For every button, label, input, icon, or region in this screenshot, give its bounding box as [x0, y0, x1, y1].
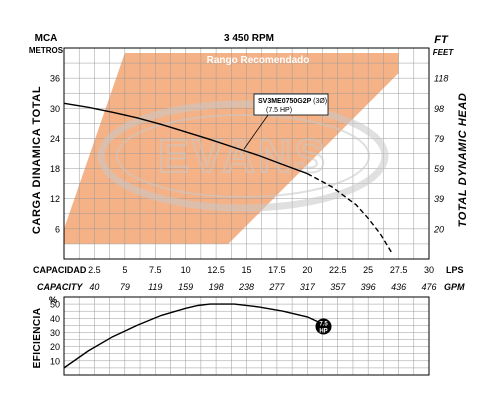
eff-tick-label: 10 [50, 356, 60, 366]
lps-tick-label: 27.5 [390, 265, 408, 275]
logo-letters: EVANS [158, 130, 328, 182]
gpm-tick-label: 119 [148, 282, 162, 292]
model-label: SV3ME0750G2P (3Ø) [258, 98, 327, 105]
model-hp: (7.5 HP) [266, 107, 292, 114]
head-left-tick-labels: 6 12 18 24 30 36 [50, 74, 60, 235]
head-curve-dashed [306, 172, 394, 255]
model-callout-box [253, 93, 329, 116]
rpm-label: 3 450 RPM [224, 33, 274, 44]
recommended-range-label: Rango Recomendado [207, 55, 310, 66]
efficiency-axis-title: EFICIENCIA [32, 308, 43, 369]
capacity-gpm-label: CAPACITY [37, 282, 83, 292]
lps-tick-label: 10 [181, 265, 191, 275]
gpm-tick-label: 436 [391, 282, 406, 292]
lps-tick-label: 17.5 [268, 265, 286, 275]
right-unit-bottom: FEET [433, 48, 455, 57]
efficiency-chart-grid [64, 297, 429, 375]
y-right-tick-label: 79 [434, 134, 444, 144]
y-right-tick-label: 39 [434, 194, 444, 204]
eff-tick-label: 30 [50, 328, 60, 338]
efficiency-curve [64, 303, 320, 369]
logo-inner-ring [116, 114, 370, 198]
model-callout-pointer [243, 114, 269, 150]
left-unit-bottom: METROS [29, 46, 64, 55]
lps-tick-label: 30 [424, 265, 434, 275]
lps-tick-label: 7.5 [149, 265, 162, 275]
y-left-tick-label: 24 [50, 134, 60, 144]
gpm-tick-label: 357 [330, 282, 346, 292]
gpm-tick-label: 396 [361, 282, 376, 292]
gpm-tick-label: 277 [268, 282, 285, 292]
gpm-tick-label: 317 [300, 282, 316, 292]
eff-tick-label: 50 [50, 300, 60, 310]
model-code: SV3ME0750G2P [258, 98, 312, 105]
head-chart: SV3ME0750G2P EVANS Rango Recomendado SV3… [50, 47, 448, 260]
lps-tick-label: 22.5 [329, 265, 347, 275]
y-left-tick-label: 36 [50, 74, 60, 84]
y-left-tick-label: 30 [50, 104, 60, 114]
hp-marker-circle [315, 318, 332, 335]
lps-tick-label: 15 [241, 265, 251, 275]
capacity-gpm-unit: GPM [444, 282, 465, 292]
lps-tick-label: 5 [122, 265, 127, 275]
capacity-lps-unit: LPS [446, 265, 464, 275]
lps-tick-labels: 2.5 5 7.5 10 12.5 15 17.5 20 22.5 25 27.5 30 [88, 265, 434, 275]
lps-tick-label: 2.5 [88, 265, 101, 275]
efficiency-hp-marker: 7.5 HP [315, 318, 332, 335]
eff-tick-label: 20 [50, 342, 60, 352]
gpm-tick-label: 159 [178, 282, 193, 292]
gpm-tick-labels: 40 79 119 159 198 238 277 317 357 396 436 476 [89, 282, 436, 292]
logo-outer-ring [97, 100, 389, 212]
left-unit-top: MCA [35, 33, 58, 44]
model-phase: (3Ø) [313, 98, 327, 105]
eff-tick-label: 40 [50, 314, 60, 324]
hp-marker-value: 7.5 [319, 322, 328, 328]
head-chart-border [63, 47, 430, 260]
y-left-tick-label: 12 [50, 194, 60, 204]
evans-logo-watermark: SV3ME0750G2P EVANS [97, 100, 389, 212]
gpm-tick-label: 198 [209, 282, 224, 292]
right-axis-title: TOTAL DYNAMIC HEAD [457, 93, 469, 228]
efficiency-chart: 7.5 HP 10 20 30 40 50 [50, 296, 430, 376]
efficiency-unit: % [49, 295, 57, 305]
left-axis-title: CARGA DINAMICA TOTAL [31, 86, 43, 234]
capacity-lps-label: CAPACIDAD [33, 265, 87, 275]
gpm-tick-label: 476 [421, 282, 436, 292]
hp-marker-unit: HP [319, 329, 327, 335]
y-right-tick-label: 20 [433, 224, 444, 234]
y-left-tick-label: 6 [55, 224, 60, 234]
efficiency-tick-labels: 10 20 30 40 50 [50, 300, 60, 367]
lps-tick-label: 12.5 [207, 265, 225, 275]
gpm-tick-label: 79 [120, 282, 130, 292]
head-curve-solid [63, 102, 308, 175]
gpm-tick-label: 238 [238, 282, 254, 292]
y-left-tick-label: 18 [50, 164, 60, 174]
gpm-tick-label: 40 [89, 282, 99, 292]
head-right-tick-labels: 20 39 59 79 98 118 [433, 74, 448, 235]
lps-tick-label: 20 [302, 265, 312, 275]
model-callout: SV3ME0750G2P (3Ø) (7.5 HP) [243, 93, 329, 150]
right-unit-top: FT [434, 34, 449, 46]
y-right-tick-label: 118 [434, 74, 448, 84]
efficiency-chart-border [63, 296, 430, 376]
y-right-tick-label: 59 [434, 164, 444, 174]
lps-tick-label: 25 [363, 265, 373, 275]
y-right-tick-label: 98 [434, 104, 444, 114]
head-chart-grid [64, 48, 429, 259]
